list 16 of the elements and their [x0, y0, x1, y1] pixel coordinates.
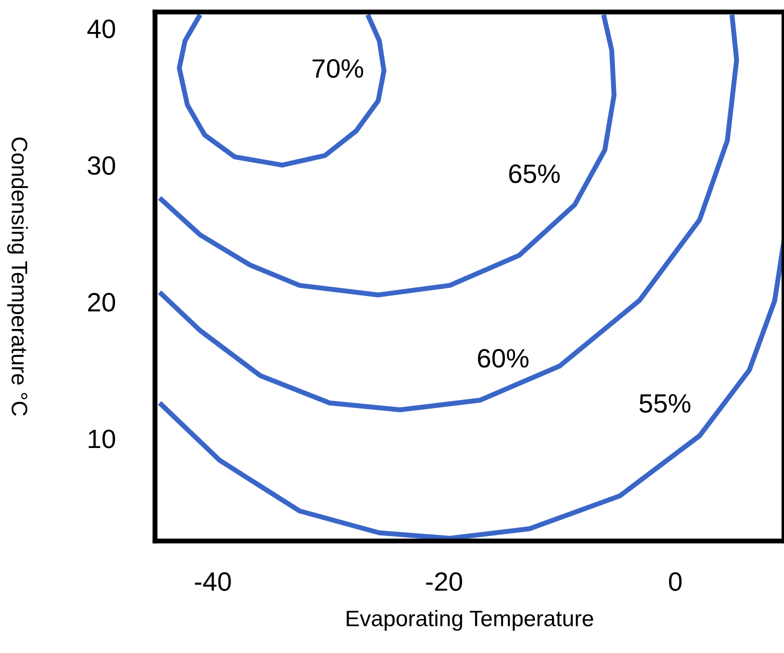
series-label: 55% — [640, 394, 690, 413]
x-axis-title: Evaporating Temperature — [346, 610, 594, 631]
y-tick-label: 40 — [87, 20, 116, 38]
y-tick-label: 30 — [88, 156, 116, 175]
series-label: 70% — [312, 59, 364, 78]
series-label: 60% — [478, 348, 528, 368]
y-axis-title: Condensing Temperature °C — [7, 138, 28, 416]
y-tick-label: 10 — [88, 430, 116, 448]
line-series — [157, 12, 616, 298]
series-label: 65% — [509, 164, 560, 184]
x-tick-label: -40 — [194, 572, 231, 591]
x-tick-label: -20 — [426, 572, 462, 591]
y-tick-label: 20 — [88, 292, 116, 312]
x-tick-label: 0 — [669, 572, 682, 591]
line-series — [157, 12, 740, 412]
line-series — [176, 12, 386, 168]
